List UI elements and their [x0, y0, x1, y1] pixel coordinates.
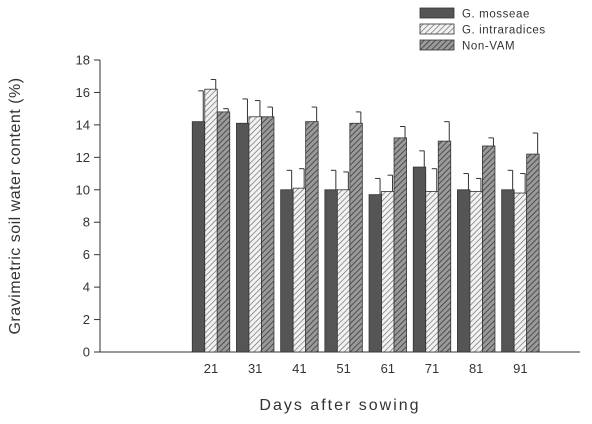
x-axis: 21 31 41 51 61 71 81 91	[100, 351, 580, 376]
bar	[324, 189, 338, 353]
legend-label: G. intraradices	[462, 25, 546, 37]
bar	[191, 121, 206, 353]
bar	[261, 116, 275, 353]
x-tick-label: 71	[425, 361, 439, 376]
legend-label: Non-VAM	[462, 41, 515, 53]
legend: G. mosseae G. intraradices Non-VAM	[419, 7, 546, 53]
x-tick-label: 61	[381, 361, 395, 376]
bar	[437, 140, 452, 353]
legend-swatch	[419, 23, 455, 35]
x-tick-label: 51	[336, 361, 350, 376]
bar	[501, 189, 515, 353]
bar	[469, 190, 483, 353]
bar	[280, 189, 294, 353]
bar	[349, 122, 363, 353]
y-tick-label: 14	[76, 117, 90, 132]
bar	[305, 121, 319, 353]
bar	[393, 137, 407, 353]
y-tick-label: 2	[83, 312, 90, 327]
y-tick-label: 12	[76, 150, 90, 165]
y-tick-label: 0	[83, 345, 90, 360]
bar	[425, 190, 439, 353]
x-tick-label: 91	[513, 361, 527, 376]
bar	[204, 88, 218, 353]
y-tick-label: 8	[83, 215, 90, 230]
y-axis-title: Gravimetric soil water content (%)	[7, 77, 24, 334]
x-axis-title: Days after sowing	[259, 397, 420, 414]
bar	[292, 187, 307, 353]
bar	[482, 145, 496, 353]
y-tick-label: 4	[83, 280, 90, 295]
bar	[216, 111, 231, 353]
legend-swatch	[419, 7, 455, 19]
bar-series-group	[191, 88, 540, 353]
y-tick-label: 18	[76, 53, 90, 68]
y-ticks: 0 2 4 6 8 10 12 14 16 18	[76, 53, 100, 360]
x-tick-label: 41	[292, 361, 306, 376]
y-axis: 0 2 4 6 8 10 12 14 16 18	[76, 53, 101, 360]
bar	[513, 192, 528, 353]
legend-label: G. mosseae	[462, 9, 530, 21]
x-tick-label: 21	[204, 361, 218, 376]
bar	[368, 194, 382, 353]
x-tick-label: 31	[248, 361, 262, 376]
y-tick-label: 10	[76, 182, 90, 197]
bar	[381, 190, 395, 353]
legend-swatch	[419, 39, 455, 51]
x-tick-label: 81	[469, 361, 483, 376]
x-ticks: 21 31 41 51 61 71 81 91	[204, 361, 528, 376]
bar	[526, 153, 540, 353]
bar	[236, 122, 250, 353]
bar	[248, 116, 262, 353]
bar	[457, 189, 471, 353]
bar	[412, 166, 427, 353]
y-tick-label: 16	[76, 85, 90, 100]
y-tick-label: 6	[83, 247, 90, 262]
bar	[336, 189, 351, 353]
error-bar-group	[198, 78, 539, 195]
